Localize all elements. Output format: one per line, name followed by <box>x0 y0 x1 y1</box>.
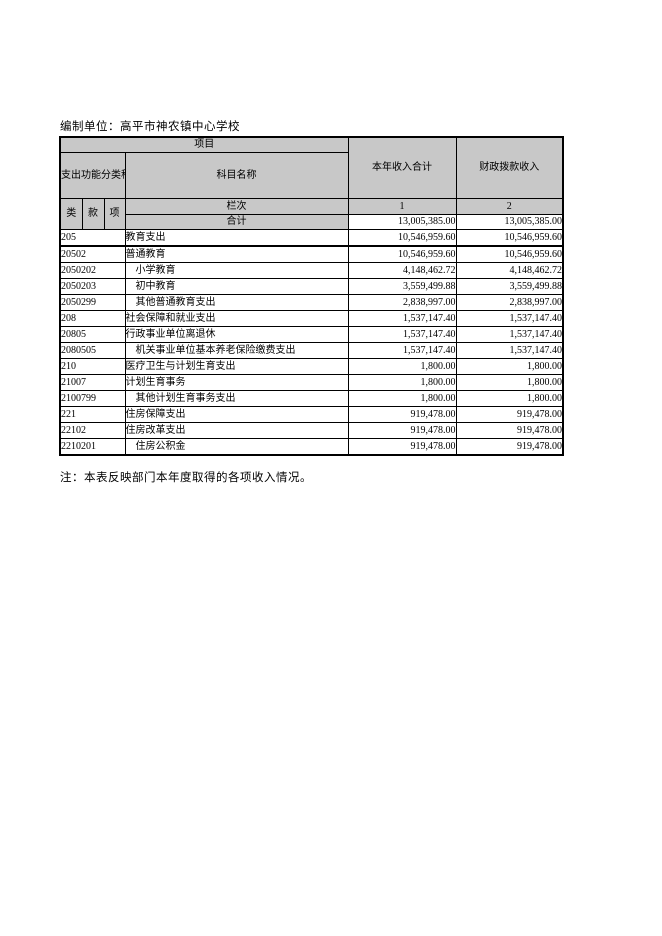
header-subject-name-cell: 科目名称 <box>124 152 349 199</box>
header-row-column-index: 类 款 项 栏次 1 2 <box>59 198 564 230</box>
table-row: 2050203 初中教育 3,559,499.88 3,559,499.88 <box>59 278 564 295</box>
row-subject-name: 其他计划生育事务支出 <box>124 390 349 407</box>
total-income-cell: 13,005,385.00 <box>347 214 457 230</box>
row-subject-name: 行政事业单位离退休 <box>124 326 349 343</box>
row-fiscal: 919,478.00 <box>455 438 564 456</box>
row-code: 210 <box>59 358 126 375</box>
table-row: 2050202 小学教育 4,148,462.72 4,148,462.72 <box>59 262 564 279</box>
row-code: 2080505 <box>59 342 126 359</box>
header-item-cell: 项 <box>103 198 126 230</box>
row-subject-name: 机关事业单位基本养老保险缴费支出 <box>124 342 349 359</box>
table-row: 221 住房保障支出 919,478.00 919,478.00 <box>59 406 564 423</box>
table-row: 2080505 机关事业单位基本养老保险缴费支出 1,537,147.40 1,… <box>59 342 564 359</box>
income-summary-table: 项目 本年收入合计 财政拨款收入 支出功能分类科目编码 科目名称 类 款 项 栏… <box>59 136 564 456</box>
table-row: 205 教育支出 10,546,959.60 10,546,959.60 <box>59 229 564 247</box>
header-code-group-cell: 支出功能分类科目编码 <box>59 152 126 199</box>
header-column-index-label-cell: 栏次 <box>124 198 349 215</box>
row-subject-name: 住房改革支出 <box>124 422 349 439</box>
row-subject-name: 住房保障支出 <box>124 406 349 423</box>
row-code: 21007 <box>59 374 126 391</box>
row-code: 221 <box>59 406 126 423</box>
total-label-cell: 合计 <box>124 214 349 230</box>
row-income: 1,800.00 <box>347 374 457 391</box>
row-subject-name: 教育支出 <box>124 229 349 247</box>
row-code: 20805 <box>59 326 126 343</box>
row-fiscal: 1,800.00 <box>455 358 564 375</box>
header-column-index-1-cell: 1 <box>347 198 457 215</box>
row-subject-name: 社会保障和就业支出 <box>124 310 349 327</box>
row-income: 3,559,499.88 <box>347 278 457 295</box>
row-income: 10,546,959.60 <box>347 229 457 247</box>
total-fiscal-cell: 13,005,385.00 <box>455 214 564 230</box>
total-row: 合计 13,005,385.00 13,005,385.00 <box>60 214 564 230</box>
row-income: 919,478.00 <box>347 422 457 439</box>
table-row: 20805 行政事业单位离退休 1,537,147.40 1,537,147.4… <box>59 326 564 343</box>
row-subject-name: 其他普通教育支出 <box>124 294 349 311</box>
row-subject-name: 初中教育 <box>124 278 349 295</box>
table-row: 22102 住房改革支出 919,478.00 919,478.00 <box>59 422 564 439</box>
row-code: 208 <box>59 310 126 327</box>
header-class-cell: 类 <box>59 198 83 230</box>
row-fiscal: 10,546,959.60 <box>455 229 564 247</box>
row-fiscal: 919,478.00 <box>455 406 564 423</box>
row-subject-name: 小学教育 <box>124 262 349 279</box>
table-row: 208 社会保障和就业支出 1,537,147.40 1,537,147.40 <box>59 310 564 327</box>
header-row-project: 项目 本年收入合计 财政拨款收入 <box>59 136 564 199</box>
row-income: 4,148,462.72 <box>347 262 457 279</box>
header-total-income-cell: 本年收入合计 <box>347 136 457 199</box>
row-income: 1,537,147.40 <box>347 342 457 359</box>
row-fiscal: 3,559,499.88 <box>455 278 564 295</box>
header-row-names: 支出功能分类科目编码 科目名称 <box>59 152 563 199</box>
header-fiscal-income-cell: 财政拨款收入 <box>455 136 564 199</box>
row-code: 2050202 <box>59 262 126 279</box>
row-code: 2100799 <box>59 390 126 407</box>
row-subject-name: 住房公积金 <box>124 438 349 456</box>
table-row: 20502 普通教育 10,546,959.60 10,546,959.60 <box>59 245 564 263</box>
table-row: 210 医疗卫生与计划生育支出 1,800.00 1,800.00 <box>59 358 564 375</box>
row-fiscal: 1,537,147.40 <box>455 326 564 343</box>
row-income: 2,838,997.00 <box>347 294 457 311</box>
row-code: 2050203 <box>59 278 126 295</box>
header-project-cell: 项目 <box>59 136 349 153</box>
row-code: 205 <box>59 229 126 247</box>
row-income: 1,537,147.40 <box>347 310 457 327</box>
table-row: 2210201 住房公积金 919,478.00 919,478.00 <box>59 438 564 456</box>
compiler-unit-line: 编制单位：高平市神农镇中心学校 <box>60 121 240 133</box>
table-row: 21007 计划生育事务 1,800.00 1,800.00 <box>59 374 564 391</box>
row-fiscal: 919,478.00 <box>455 422 564 439</box>
row-income: 1,800.00 <box>347 390 457 407</box>
table-row: 2100799 其他计划生育事务支出 1,800.00 1,800.00 <box>59 390 564 407</box>
footer-note: 注：本表反映部门本年度取得的各项收入情况。 <box>60 472 312 484</box>
header-section-cell: 款 <box>81 198 105 230</box>
row-code: 20502 <box>59 245 126 263</box>
row-fiscal: 1,537,147.40 <box>455 310 564 327</box>
row-income: 919,478.00 <box>347 406 457 423</box>
row-fiscal: 1,537,147.40 <box>455 342 564 359</box>
row-income: 919,478.00 <box>347 438 457 456</box>
row-income: 10,546,959.60 <box>347 245 457 263</box>
row-fiscal: 1,800.00 <box>455 390 564 407</box>
row-fiscal: 4,148,462.72 <box>455 262 564 279</box>
row-income: 1,537,147.40 <box>347 326 457 343</box>
row-income: 1,800.00 <box>347 358 457 375</box>
row-fiscal: 10,546,959.60 <box>455 245 564 263</box>
row-code: 2050299 <box>59 294 126 311</box>
row-fiscal: 1,800.00 <box>455 374 564 391</box>
row-subject-name: 医疗卫生与计划生育支出 <box>124 358 349 375</box>
row-code: 22102 <box>59 422 126 439</box>
header-column-index-2-cell: 2 <box>455 198 564 215</box>
row-subject-name: 计划生育事务 <box>124 374 349 391</box>
row-code: 2210201 <box>59 438 126 456</box>
row-fiscal: 2,838,997.00 <box>455 294 564 311</box>
row-subject-name: 普通教育 <box>124 245 349 263</box>
table-row: 2050299 其他普通教育支出 2,838,997.00 2,838,997.… <box>59 294 564 311</box>
